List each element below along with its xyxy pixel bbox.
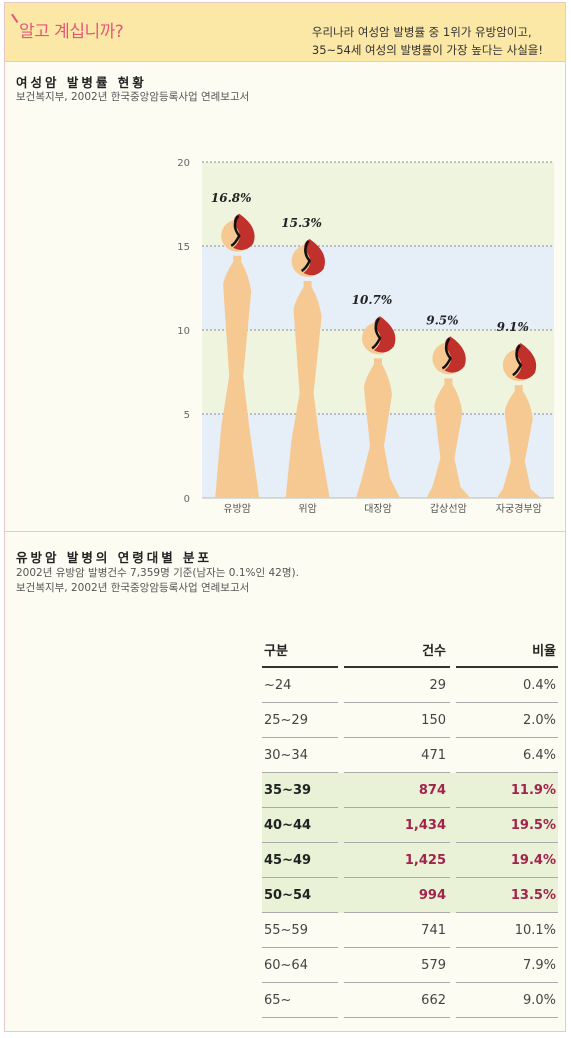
y-tick-label: 0	[184, 494, 190, 505]
section2-title: 유방암 발병의 연령대별 분포	[16, 550, 213, 565]
header-count: 건수	[344, 636, 450, 668]
banner-title: 알고 계십니까?	[19, 22, 124, 42]
section1-source: 보건복지부, 2002년 한국중앙암등록사업 연례보고서	[16, 91, 250, 103]
bar-figure	[285, 238, 330, 498]
flame-shadow	[230, 215, 241, 247]
cell-ratio: 19.5%	[456, 808, 558, 843]
flame-mark	[444, 336, 466, 373]
chart-band	[202, 162, 554, 246]
figure-body	[215, 255, 260, 498]
figure-body	[496, 385, 541, 498]
cell-ratio: 2.0%	[456, 703, 558, 738]
bar-figure	[496, 343, 541, 498]
x-tick-label: 유방암	[223, 503, 251, 515]
chart-band	[202, 246, 554, 330]
banner: 알고 계십니까? 우리나라 여성암 발병률 중 1위가 유방암이고, 35~54…	[4, 2, 566, 62]
table-row: 30~34 471 6.4%	[262, 738, 558, 773]
data-label: 10.7%	[352, 293, 393, 307]
y-tick-label: 5	[184, 410, 190, 421]
cell-ratio: 11.9%	[456, 773, 558, 808]
table-row: 45~49 1,425 19.4%	[262, 843, 558, 878]
section1-title: 여성암 발병률 현황	[16, 75, 147, 90]
cell-ratio: 7.9%	[456, 948, 558, 983]
y-tick-label: 10	[177, 326, 190, 337]
data-label: 16.8%	[211, 191, 252, 205]
cell-age: 60~64	[262, 948, 338, 983]
x-tick-label: 자궁경부암	[496, 502, 542, 515]
section2-note: 2002년 유방암 발병건수 7,359명 기준(남자는 0.1%인 42명).…	[16, 566, 299, 596]
flame-mark	[514, 343, 537, 380]
cell-count: 994	[344, 878, 450, 913]
x-tick-label: 갑상선암	[430, 503, 467, 515]
age-distribution-table: 구분 건수 비율 ~24 29 0.4% 25~29 150 2.0% 30~34 471 6.…	[262, 636, 558, 1018]
figure-body	[356, 358, 400, 498]
cell-age: 30~34	[262, 738, 338, 773]
cell-count: 29	[344, 668, 450, 703]
banner-desc-line1: 우리나라 여성암 발병률 중 1위가 유방암이고,	[311, 25, 532, 39]
table-row: 60~64 579 7.9%	[262, 948, 558, 983]
flame-shadow	[512, 344, 523, 377]
cell-age: 25~29	[262, 703, 338, 738]
y-tick-label: 15	[177, 242, 190, 253]
y-tick-label: 20	[177, 158, 190, 169]
table-row: 50~54 994 13.5%	[262, 878, 558, 913]
cell-ratio: 0.4%	[456, 668, 558, 703]
cell-ratio: 9.0%	[456, 983, 558, 1018]
flame-shadow	[441, 337, 452, 370]
x-tick-label: 대장암	[364, 503, 392, 515]
table-row: 65~ 662 9.0%	[262, 983, 558, 1018]
cell-count: 662	[344, 983, 450, 1018]
table-row: 25~29 150 2.0%	[262, 703, 558, 738]
data-label: 15.3%	[281, 216, 322, 230]
cell-age: ~24	[262, 668, 338, 703]
cell-age: 50~54	[262, 878, 338, 913]
table-header-row: 구분 건수 비율	[262, 636, 558, 668]
header-ratio: 비율	[456, 636, 558, 668]
banner-description: 우리나라 여성암 발병률 중 1위가 유방암이고, 35~54세 여성의 발병률…	[312, 23, 543, 59]
cell-age: 65~	[262, 983, 338, 1018]
flame-shadow	[300, 240, 312, 273]
cell-age: 35~39	[262, 773, 338, 808]
cell-count: 150	[344, 703, 450, 738]
cell-count: 471	[344, 738, 450, 773]
data-label: 9.5%	[426, 313, 458, 327]
section2-source: 보건복지부, 2002년 한국중앙암등록사업 연례보고서	[16, 582, 250, 594]
bar-figure	[215, 213, 260, 498]
data-label: 9.1%	[497, 320, 529, 334]
cell-ratio: 10.1%	[456, 913, 558, 948]
cell-count: 874	[344, 773, 450, 808]
section-divider	[4, 531, 566, 532]
flame-mark	[374, 316, 396, 353]
banner-desc-line2: 35~54세 여성의 발병률이 가장 높다는 사실을!	[311, 43, 543, 57]
cell-count: 1,434	[344, 808, 450, 843]
cell-ratio: 13.5%	[456, 878, 558, 913]
incidence-chart: 0 5 10 15 20 16.8% 15.3% 10.7% 9.5% 9.1% 유방암 위암 대장…	[177, 158, 554, 515]
figure-body	[426, 378, 471, 498]
section2-note-line: 2002년 유방암 발병건수 7,359명 기준(남자는 0.1%인 42명).	[16, 567, 299, 579]
table-row: 35~39 874 11.9%	[262, 773, 558, 808]
flame-shadow	[371, 317, 382, 350]
cell-age: 40~44	[262, 808, 338, 843]
table-row: 40~44 1,434 19.5%	[262, 808, 558, 843]
table-row: 55~59 741 10.1%	[262, 913, 558, 948]
figure-body	[285, 280, 330, 498]
cell-ratio: 19.4%	[456, 843, 558, 878]
x-tick-label: 위암	[298, 502, 316, 515]
cell-count: 1,425	[344, 843, 450, 878]
header-age: 구분	[262, 636, 338, 668]
cell-age: 55~59	[262, 913, 338, 948]
cell-count: 579	[344, 948, 450, 983]
flame-mark	[233, 213, 255, 251]
bar-figure	[426, 336, 471, 498]
table-row: ~24 29 0.4%	[262, 668, 558, 703]
cell-ratio: 6.4%	[456, 738, 558, 773]
bar-figure	[356, 316, 400, 498]
flame-mark	[303, 238, 325, 276]
cell-count: 741	[344, 913, 450, 948]
cell-age: 45~49	[262, 843, 338, 878]
